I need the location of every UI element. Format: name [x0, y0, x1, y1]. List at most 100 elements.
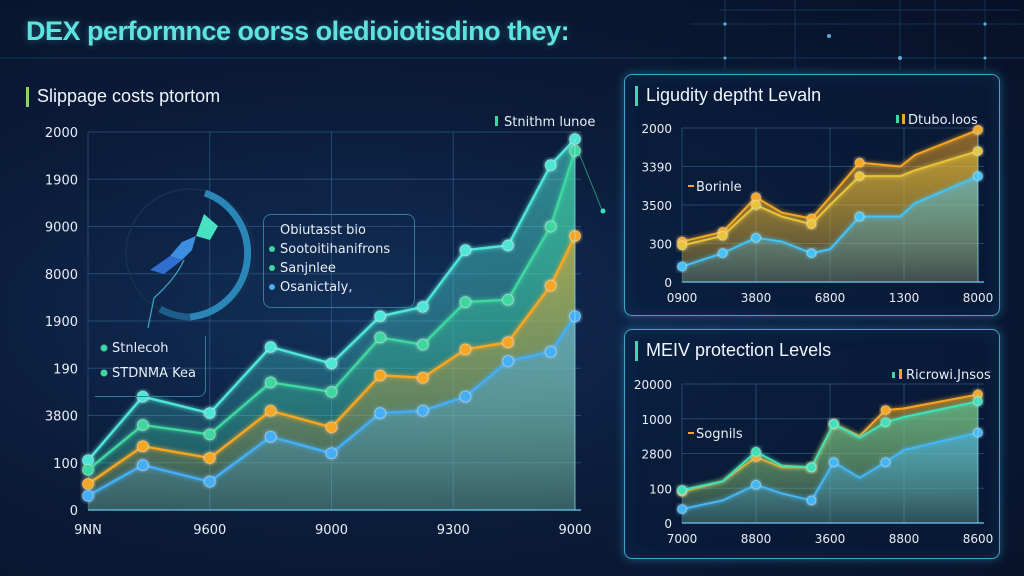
series-line-0: [681, 128, 979, 243]
data-point[interactable]: [544, 345, 557, 358]
legend-swatch: [902, 114, 905, 124]
data-point[interactable]: [325, 447, 338, 460]
x-tick-label: 8000: [963, 291, 994, 305]
y-tick-label: 3390: [641, 161, 672, 175]
y-tick-label: 8000: [45, 268, 78, 283]
data-point[interactable]: [416, 371, 429, 384]
legend-swatch: [495, 116, 498, 126]
data-point[interactable]: [717, 230, 728, 241]
data-point[interactable]: [82, 463, 94, 476]
y-tick-label: 1900: [45, 173, 78, 188]
data-point[interactable]: [806, 495, 817, 506]
data-point[interactable]: [502, 336, 515, 349]
area-fill-2: [682, 432, 978, 523]
data-point[interactable]: [806, 248, 817, 259]
series-line-1: [681, 400, 979, 491]
callout-legend-dot: [269, 246, 275, 252]
data-point[interactable]: [459, 343, 472, 356]
data-point[interactable]: [677, 504, 687, 515]
data-point[interactable]: [374, 407, 387, 420]
data-point[interactable]: [880, 457, 891, 468]
data-point[interactable]: [416, 338, 429, 351]
data-point[interactable]: [82, 489, 94, 502]
data-point[interactable]: [264, 404, 277, 417]
data-point[interactable]: [677, 484, 687, 495]
series-line-2: [681, 431, 979, 511]
data-point[interactable]: [459, 244, 472, 257]
y-tick-label: 2000: [641, 122, 672, 136]
series-line-1: [681, 150, 979, 247]
y-tick-label: 2800: [641, 448, 672, 462]
y-tick-label: 0: [664, 276, 672, 290]
data-point[interactable]: [854, 157, 865, 168]
slippage-chart-title-text: Slippage costs ptortom: [37, 86, 221, 106]
slippage-chart: 2000 1900 9000 8000 1900 190 3800 100 0 9NN 9600 90…: [45, 115, 606, 538]
x-tick-label: 6800: [815, 291, 846, 305]
callout-legend-item: Sootoitihanifrons: [280, 242, 390, 257]
x-tick-label: 9NN: [74, 523, 102, 538]
data-point[interactable]: [136, 418, 149, 431]
data-point[interactable]: [854, 171, 865, 182]
x-tick-label: 7000: [667, 532, 698, 546]
data-point[interactable]: [374, 331, 387, 344]
data-point[interactable]: [806, 462, 817, 473]
data-point[interactable]: [880, 405, 891, 416]
data-point[interactable]: [416, 404, 429, 417]
data-point[interactable]: [82, 478, 94, 491]
data-point[interactable]: [544, 220, 557, 233]
x-tick-label: 8800: [741, 532, 772, 546]
inline-legend-box: [95, 336, 206, 397]
x-tick-label: 9000: [558, 523, 591, 538]
data-point[interactable]: [203, 452, 216, 465]
data-point[interactable]: [880, 417, 891, 428]
data-point[interactable]: [264, 430, 277, 443]
legend-swatch: [892, 372, 895, 378]
rocket-badge: [125, 188, 255, 329]
data-point[interactable]: [459, 296, 472, 309]
data-point[interactable]: [828, 418, 839, 429]
data-point[interactable]: [544, 159, 557, 172]
data-point[interactable]: [806, 219, 817, 230]
data-point[interactable]: [416, 300, 429, 313]
data-point[interactable]: [264, 340, 277, 353]
y-tick-label: 3500: [641, 199, 672, 213]
y-tick-label: 9000: [45, 221, 78, 236]
data-point[interactable]: [325, 385, 338, 398]
data-point[interactable]: [459, 390, 472, 403]
data-point[interactable]: [751, 479, 761, 490]
legend-label: Ricrowi.Jnsos: [906, 368, 991, 383]
x-tick-label: 3800: [741, 291, 772, 305]
data-point[interactable]: [136, 459, 149, 472]
data-point[interactable]: [374, 310, 387, 323]
data-point[interactable]: [502, 293, 515, 306]
data-point[interactable]: [325, 357, 338, 370]
data-point[interactable]: [374, 369, 387, 382]
y-tick-label: 1900: [45, 315, 78, 330]
y-tick-label: 20000: [634, 378, 672, 392]
data-point[interactable]: [677, 240, 687, 251]
data-point[interactable]: [677, 261, 687, 272]
y-tick-label: 0: [664, 517, 672, 531]
legend-label: Stnithm lunoe: [504, 115, 595, 130]
area-fill-2: [682, 176, 978, 282]
area-fill-3: [88, 316, 575, 510]
inline-legend-item: STDNMA Kea: [112, 366, 196, 381]
data-point[interactable]: [136, 440, 149, 453]
data-point[interactable]: [264, 376, 277, 389]
data-point[interactable]: [717, 248, 728, 259]
data-point[interactable]: [203, 428, 216, 441]
liquidity-panel-title: Ligudity deptht Levaln: [635, 85, 821, 106]
data-point[interactable]: [325, 421, 338, 434]
data-point[interactable]: [751, 446, 761, 457]
data-point[interactable]: [203, 475, 216, 488]
data-point[interactable]: [544, 279, 557, 292]
data-point[interactable]: [203, 407, 216, 420]
data-point[interactable]: [854, 211, 865, 222]
data-point[interactable]: [828, 457, 839, 468]
x-tick-label: 9000: [315, 523, 348, 538]
data-point[interactable]: [751, 200, 761, 210]
data-point[interactable]: [751, 232, 761, 243]
data-point[interactable]: [502, 355, 515, 368]
data-point[interactable]: [502, 239, 515, 252]
